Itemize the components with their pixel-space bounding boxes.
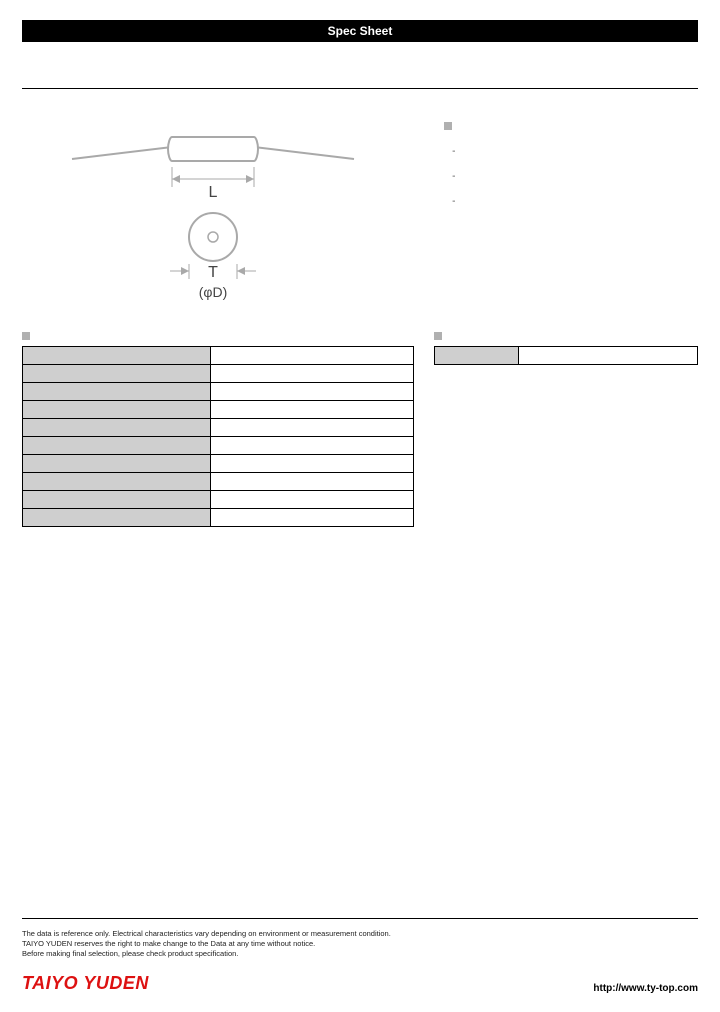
spec-value-cell [210,509,413,527]
dim-label-t: T [208,264,218,281]
component-drawing: L T (φD) [22,119,414,307]
table-row [23,491,414,509]
spec-label-cell [23,473,211,491]
spec-label-cell [23,491,211,509]
spec-value-cell [210,347,413,365]
spec-value-cell [210,419,413,437]
square-bullet-icon [444,122,452,130]
spec-label-cell [23,455,211,473]
table-row [23,437,414,455]
spec-value-cell [210,437,413,455]
spec-table [22,346,414,527]
small-section-head [434,331,698,342]
table-row [23,383,414,401]
spec-sheet-title: Spec Sheet [22,20,698,42]
feature-item: - [452,146,698,157]
small-value-cell [519,347,698,365]
spec-label-cell [23,383,211,401]
spec-label-cell [23,401,211,419]
square-bullet-icon [434,332,442,340]
spec-label-cell [23,509,211,527]
table-row [23,509,414,527]
table-row [23,347,414,365]
table-row [23,419,414,437]
disclaimer-line: Before making final selection, please ch… [22,949,698,959]
table-row [435,347,698,365]
disclaimer-line: The data is reference only. Electrical c… [22,929,698,939]
dim-label-phid: (φD) [199,284,228,300]
table-row [23,473,414,491]
disclaimer-line: TAIYO YUDEN reserves the right to make c… [22,939,698,949]
dim-label-l: L [209,184,218,201]
spec-label-cell [23,347,211,365]
spec-section-head [22,331,414,342]
spec-value-cell [210,365,413,383]
spec-label-cell [23,365,211,383]
brand-logo-text: TAIYO YUDEN [22,973,149,994]
spec-label-cell [23,437,211,455]
footer-divider [22,918,698,919]
footer-url: http://www.ty-top.com [593,983,698,994]
spec-label-cell [23,419,211,437]
square-bullet-icon [22,332,30,340]
features-block: - - - [444,119,698,307]
spec-value-cell [210,401,413,419]
spec-value-cell [210,491,413,509]
disclaimer-text: The data is reference only. Electrical c… [22,929,698,959]
table-row [23,365,414,383]
small-table [434,346,698,365]
feature-item: - [452,171,698,182]
spec-value-cell [210,455,413,473]
feature-item: - [452,196,698,207]
header-spacer [22,48,698,88]
table-row [23,455,414,473]
table-row [23,401,414,419]
small-label-cell [435,347,519,365]
spec-value-cell [210,473,413,491]
spec-value-cell [210,383,413,401]
top-divider [22,88,698,89]
